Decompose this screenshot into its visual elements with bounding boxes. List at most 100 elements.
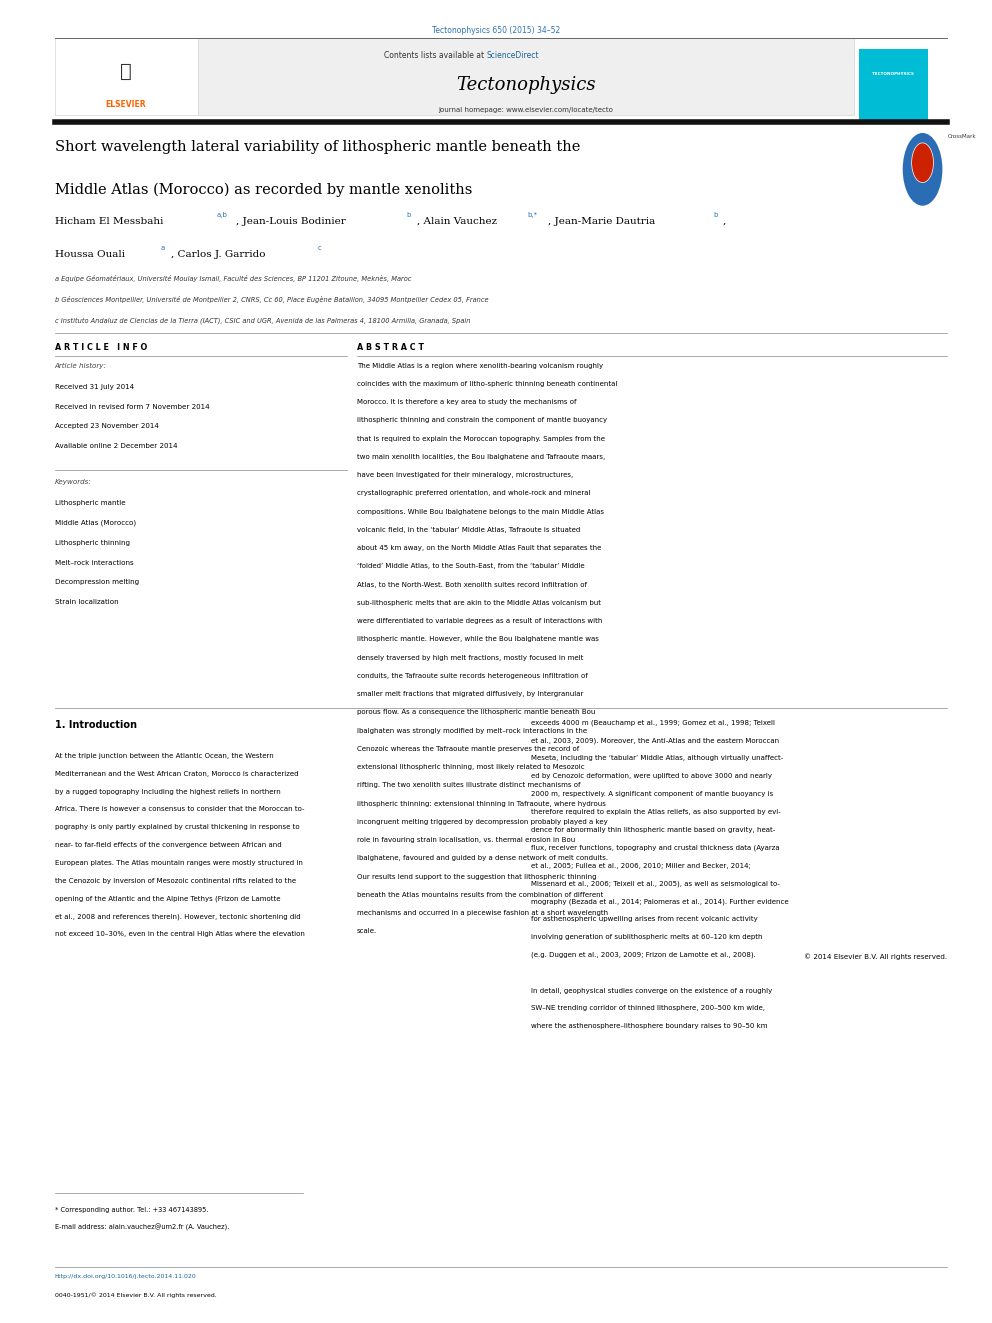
Text: compositions. While Bou Ibalghatene belongs to the main Middle Atlas: compositions. While Bou Ibalghatene belo… [357, 508, 604, 515]
Text: near- to far-field effects of the convergence between African and: near- to far-field effects of the conver… [55, 841, 281, 848]
Text: involving generation of sublithospheric melts at 60–120 km depth: involving generation of sublithospheric … [531, 934, 762, 941]
FancyBboxPatch shape [198, 38, 853, 115]
Text: http://dx.doi.org/10.1016/j.tecto.2014.11.020: http://dx.doi.org/10.1016/j.tecto.2014.1… [55, 1274, 196, 1279]
Text: coincides with the maximum of litho-spheric thinning beneath continental: coincides with the maximum of litho-sphe… [357, 381, 617, 386]
Text: Missenard et al., 2006; Teixell et al., 2005), as well as seismological to-: Missenard et al., 2006; Teixell et al., … [531, 881, 780, 886]
Text: Keywords:: Keywords: [55, 479, 91, 486]
Text: , Jean-Louis Bodinier: , Jean-Louis Bodinier [236, 217, 346, 226]
Text: 🌳: 🌳 [120, 62, 132, 81]
Text: b: b [713, 212, 717, 218]
Text: c: c [317, 245, 321, 251]
Text: Tectonophysics 650 (2015) 34–52: Tectonophysics 650 (2015) 34–52 [432, 26, 560, 34]
Text: Short wavelength lateral variability of lithospheric mantle beneath the: Short wavelength lateral variability of … [55, 140, 580, 155]
Text: et al., 2008 and references therein). However, tectonic shortening did: et al., 2008 and references therein). Ho… [55, 913, 301, 919]
Text: Lithospheric mantle: Lithospheric mantle [55, 500, 125, 507]
Text: Received 31 July 2014: Received 31 July 2014 [55, 384, 134, 390]
FancyBboxPatch shape [55, 38, 198, 115]
Text: were differentiated to variable degrees as a result of interactions with: were differentiated to variable degrees … [357, 618, 602, 624]
Text: dence for abnormally thin lithospheric mantle based on gravity, heat-: dence for abnormally thin lithospheric m… [531, 827, 775, 833]
Text: SW–NE trending corridor of thinned lithosphere, 200–500 km wide,: SW–NE trending corridor of thinned litho… [531, 1005, 765, 1012]
Text: Meseta, including the ‘tabular’ Middle Atlas, although virtually unaffect-: Meseta, including the ‘tabular’ Middle A… [531, 755, 783, 762]
Text: have been investigated for their mineralogy, microstructures,: have been investigated for their mineral… [357, 472, 573, 478]
Text: that is required to explain the Moroccan topography. Samples from the: that is required to explain the Moroccan… [357, 435, 605, 442]
Text: Middle Atlas (Morocco): Middle Atlas (Morocco) [55, 520, 136, 527]
Text: c Instituto Andaluz de Ciencias de la Tierra (IACT), CSIC and UGR, Avenida de la: c Instituto Andaluz de Ciencias de la Ti… [55, 318, 470, 324]
Text: by a rugged topography including the highest reliefs in northern: by a rugged topography including the hig… [55, 789, 281, 795]
Text: exceeds 4000 m (Beauchamp et al., 1999; Gomez et al., 1998; Teixell: exceeds 4000 m (Beauchamp et al., 1999; … [531, 720, 775, 726]
Text: ‘folded’ Middle Atlas, to the South-East, from the ‘tabular’ Middle: ‘folded’ Middle Atlas, to the South-East… [357, 564, 584, 569]
Text: Cenozoic whereas the Tafraoute mantle preserves the record of: Cenozoic whereas the Tafraoute mantle pr… [357, 746, 579, 751]
Text: sub-lithospheric melts that are akin to the Middle Atlas volcanism but: sub-lithospheric melts that are akin to … [357, 599, 601, 606]
Text: ed by Cenozoic deformation, were uplifted to above 3000 and nearly: ed by Cenozoic deformation, were uplifte… [531, 773, 772, 779]
Text: opening of the Atlantic and the Alpine Tethys (Frizon de Lamotte: opening of the Atlantic and the Alpine T… [55, 896, 280, 902]
Text: journal homepage: www.elsevier.com/locate/tecto: journal homepage: www.elsevier.com/locat… [438, 107, 613, 112]
Text: role in favouring strain localisation, vs. thermal erosion in Bou: role in favouring strain localisation, v… [357, 837, 575, 843]
Text: Melt–rock interactions: Melt–rock interactions [55, 560, 133, 566]
Text: Received in revised form 7 November 2014: Received in revised form 7 November 2014 [55, 404, 209, 410]
Text: mography (Bezada et al., 2014; Palomeras et al., 2014). Further evidence: mography (Bezada et al., 2014; Palomeras… [531, 898, 789, 905]
Text: beneath the Atlas mountains results from the combination of different: beneath the Atlas mountains results from… [357, 892, 603, 898]
Ellipse shape [903, 134, 942, 205]
Text: mechanisms and occurred in a piecewise fashion at a short wavelength: mechanisms and occurred in a piecewise f… [357, 910, 608, 917]
Text: CrossMark: CrossMark [947, 134, 976, 139]
Text: b,*: b,* [528, 212, 538, 218]
Text: Africa. There is however a consensus to consider that the Moroccan to-: Africa. There is however a consensus to … [55, 806, 305, 812]
Text: Morocco. It is therefore a key area to study the mechanisms of: Morocco. It is therefore a key area to s… [357, 400, 576, 405]
Text: * Corresponding author. Tel.: +33 467143895.: * Corresponding author. Tel.: +33 467143… [55, 1207, 208, 1213]
Text: lithospheric thinning and constrain the component of mantle buoyancy: lithospheric thinning and constrain the … [357, 417, 607, 423]
Text: , Carlos J. Garrido: , Carlos J. Garrido [171, 250, 265, 259]
Text: flux, receiver functions, topography and crustal thickness data (Ayarza: flux, receiver functions, topography and… [531, 844, 780, 851]
Text: A B S T R A C T: A B S T R A C T [357, 343, 425, 352]
Text: et al., 2003, 2009). Moreover, the Anti-Atlas and the eastern Moroccan: et al., 2003, 2009). Moreover, the Anti-… [531, 738, 779, 744]
Text: conduits, the Tafraoute suite records heterogeneous infiltration of: conduits, the Tafraoute suite records he… [357, 673, 588, 679]
Text: a,b: a,b [216, 212, 227, 218]
Text: Hicham El Messbahi: Hicham El Messbahi [55, 217, 163, 226]
Text: b: b [407, 212, 411, 218]
Text: © 2014 Elsevier B.V. All rights reserved.: © 2014 Elsevier B.V. All rights reserved… [805, 954, 947, 960]
FancyBboxPatch shape [858, 33, 928, 123]
Text: Contents lists available at: Contents lists available at [384, 52, 486, 60]
Text: Ibalghaten was strongly modified by melt–rock interactions in the: Ibalghaten was strongly modified by melt… [357, 728, 587, 734]
Text: where the asthenosphere–lithosphere boundary raises to 90–50 km: where the asthenosphere–lithosphere boun… [531, 1024, 767, 1029]
Text: not exceed 10–30%, even in the central High Atlas where the elevation: not exceed 10–30%, even in the central H… [55, 931, 305, 938]
Text: ,: , [723, 217, 726, 226]
Text: , Jean-Marie Dautria: , Jean-Marie Dautria [548, 217, 655, 226]
Text: pography is only partly explained by crustal thickening in response to: pography is only partly explained by cru… [55, 824, 300, 831]
Text: the Cenozoic by inversion of Mesozoic continental rifts related to the: the Cenozoic by inversion of Mesozoic co… [55, 878, 296, 884]
Text: volcanic field, in the ‘tabular’ Middle Atlas, Tafraoute is situated: volcanic field, in the ‘tabular’ Middle … [357, 527, 580, 533]
Text: a Equipe Géomatériaux, Université Moulay Ismail, Faculté des Sciences, BP 11201 : a Equipe Géomatériaux, Université Moulay… [55, 275, 411, 282]
Text: lithospheric thinning: extensional thinning in Tafraoute, where hydrous: lithospheric thinning: extensional thinn… [357, 800, 606, 807]
Text: Houssa Ouali: Houssa Ouali [55, 250, 125, 259]
Text: rifting. The two xenolith suites illustrate distinct mechanisms of: rifting. The two xenolith suites illustr… [357, 782, 580, 789]
Text: ELSEVIER: ELSEVIER [106, 101, 146, 108]
Text: Middle Atlas (Morocco) as recorded by mantle xenoliths: Middle Atlas (Morocco) as recorded by ma… [55, 183, 472, 197]
Text: A R T I C L E   I N F O: A R T I C L E I N F O [55, 343, 147, 352]
Text: scale.: scale. [357, 929, 377, 934]
Text: Lithospheric thinning: Lithospheric thinning [55, 540, 130, 546]
Text: for asthenospheric upwelling arises from recent volcanic activity: for asthenospheric upwelling arises from… [531, 916, 758, 922]
Text: Article history:: Article history: [55, 363, 106, 369]
Text: about 45 km away, on the North Middle Atlas Fault that separates the: about 45 km away, on the North Middle At… [357, 545, 601, 552]
Text: smaller melt fractions that migrated diffusively, by intergranular: smaller melt fractions that migrated dif… [357, 691, 583, 697]
Text: porous flow. As a consequence the lithospheric mantle beneath Bou: porous flow. As a consequence the lithos… [357, 709, 595, 716]
Text: E-mail address: alain.vauchez@um2.fr (A. Vauchez).: E-mail address: alain.vauchez@um2.fr (A.… [55, 1224, 229, 1230]
Text: et al., 2005; Fullea et al., 2006, 2010; Miller and Becker, 2014;: et al., 2005; Fullea et al., 2006, 2010;… [531, 863, 751, 869]
Text: Our results lend support to the suggestion that lithospheric thinning: Our results lend support to the suggesti… [357, 873, 596, 880]
Text: densely traversed by high melt fractions, mostly focused in melt: densely traversed by high melt fractions… [357, 655, 583, 660]
Text: extensional lithospheric thinning, most likely related to Mesozoic: extensional lithospheric thinning, most … [357, 765, 584, 770]
Text: ScienceDirect: ScienceDirect [486, 52, 539, 60]
Text: (e.g. Duggen et al., 2003, 2009; Frizon de Lamotte et al., 2008).: (e.g. Duggen et al., 2003, 2009; Frizon … [531, 953, 756, 958]
Text: 0040-1951/© 2014 Elsevier B.V. All rights reserved.: 0040-1951/© 2014 Elsevier B.V. All right… [55, 1293, 216, 1298]
Text: crystallographic preferred orientation, and whole-rock and mineral: crystallographic preferred orientation, … [357, 491, 590, 496]
Text: TECTONOPHYSICS: TECTONOPHYSICS [872, 71, 915, 77]
Text: Mediterranean and the West African Craton, Morocco is characterized: Mediterranean and the West African Crato… [55, 770, 298, 777]
Text: , Alain Vauchez: , Alain Vauchez [417, 217, 497, 226]
Text: Available online 2 December 2014: Available online 2 December 2014 [55, 443, 178, 450]
Text: Tectonophysics: Tectonophysics [456, 75, 596, 94]
Text: The Middle Atlas is a region where xenolith-bearing volcanism roughly: The Middle Atlas is a region where xenol… [357, 363, 603, 369]
Text: Accepted 23 November 2014: Accepted 23 November 2014 [55, 423, 159, 430]
Text: 2000 m, respectively. A significant component of mantle buoyancy is: 2000 m, respectively. A significant comp… [531, 791, 773, 798]
Text: a: a [161, 245, 165, 251]
Text: Ibalghatene, favoured and guided by a dense network of melt conduits.: Ibalghatene, favoured and guided by a de… [357, 856, 608, 861]
Text: two main xenolith localities, the Bou Ibalghatene and Tafraoute maars,: two main xenolith localities, the Bou Ib… [357, 454, 605, 460]
